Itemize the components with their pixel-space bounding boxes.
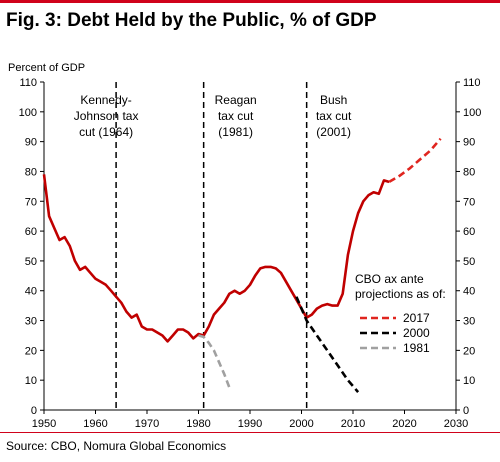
x-tick-label: 2020	[392, 418, 416, 430]
y-tick-label-right: 100	[463, 107, 481, 119]
policy-line-label: (1981)	[218, 125, 253, 139]
legend-label: 1981	[403, 341, 430, 355]
y-tick-label-left: 30	[25, 316, 37, 328]
series-line-2017	[388, 137, 442, 184]
x-tick-label: 1990	[238, 418, 262, 430]
y-tick-label-right: 50	[463, 256, 475, 268]
x-tick-label: 1960	[83, 418, 107, 430]
legend-label: 2017	[403, 311, 430, 325]
policy-line-label: tax cut	[218, 109, 254, 123]
x-tick-label: 1950	[32, 418, 56, 430]
y-tick-label-left: 0	[31, 405, 37, 417]
policy-line-label: cut (1964)	[79, 125, 133, 139]
y-tick-label-left: 40	[25, 286, 37, 298]
y-tick-label-left: 80	[25, 166, 37, 178]
y-tick-label-left: 20	[25, 345, 37, 357]
y-tick-label-left: 100	[19, 107, 37, 119]
y-axis-label: Percent of GDP	[8, 62, 85, 74]
y-tick-label-right: 110	[463, 77, 481, 89]
y-tick-label-right: 0	[463, 405, 469, 417]
title-top-rule	[0, 0, 500, 3]
legend-label: 2000	[403, 326, 430, 340]
x-tick-label: 2010	[341, 418, 365, 430]
policy-line-label: tax cut	[316, 109, 352, 123]
legend-title: CBO ax ante	[355, 272, 424, 286]
x-tick-label: 1970	[135, 418, 159, 430]
x-tick-label: 2030	[444, 418, 468, 430]
policy-line-label: Kennedy-	[80, 93, 131, 107]
y-tick-label-left: 50	[25, 256, 37, 268]
policy-event-lines: Kennedy- Johnson tax cut (1964) Reagan tax c…	[74, 82, 352, 410]
series-line-actual	[42, 174, 390, 343]
series-line-2000	[295, 296, 360, 393]
y-tick-label-left: 10	[25, 375, 37, 387]
y-tick-label-right: 90	[463, 137, 475, 149]
y-tick-label-right: 20	[463, 345, 475, 357]
y-tick-label-left: 70	[25, 196, 37, 208]
figure-title: Fig. 3: Debt Held by the Public, % of GD…	[6, 10, 377, 31]
source-rule	[0, 432, 500, 433]
y-tick-label-right: 70	[463, 196, 475, 208]
y-tick-label-right: 80	[463, 166, 475, 178]
policy-line-label: Bush	[320, 93, 347, 107]
legend-title: projections as of:	[355, 287, 446, 301]
y-tick-label-left: 60	[25, 226, 37, 238]
source-note: Source: CBO, Nomura Global Economics	[6, 439, 227, 453]
chart-series	[42, 137, 442, 393]
y-tick-label-right: 30	[463, 316, 475, 328]
y-tick-label-right: 40	[463, 286, 475, 298]
series-line-1981	[198, 334, 231, 389]
policy-line-label: (2001)	[316, 125, 351, 139]
y-tick-label-left: 110	[19, 77, 37, 89]
policy-line-label: Johnson tax	[74, 109, 139, 123]
y-tick-label-left: 90	[25, 137, 37, 149]
x-tick-label: 1980	[186, 418, 210, 430]
policy-line-label: Reagan	[215, 93, 257, 107]
y-tick-label-right: 10	[463, 375, 475, 387]
y-tick-label-right: 60	[463, 226, 475, 238]
x-tick-label: 2000	[289, 418, 313, 430]
